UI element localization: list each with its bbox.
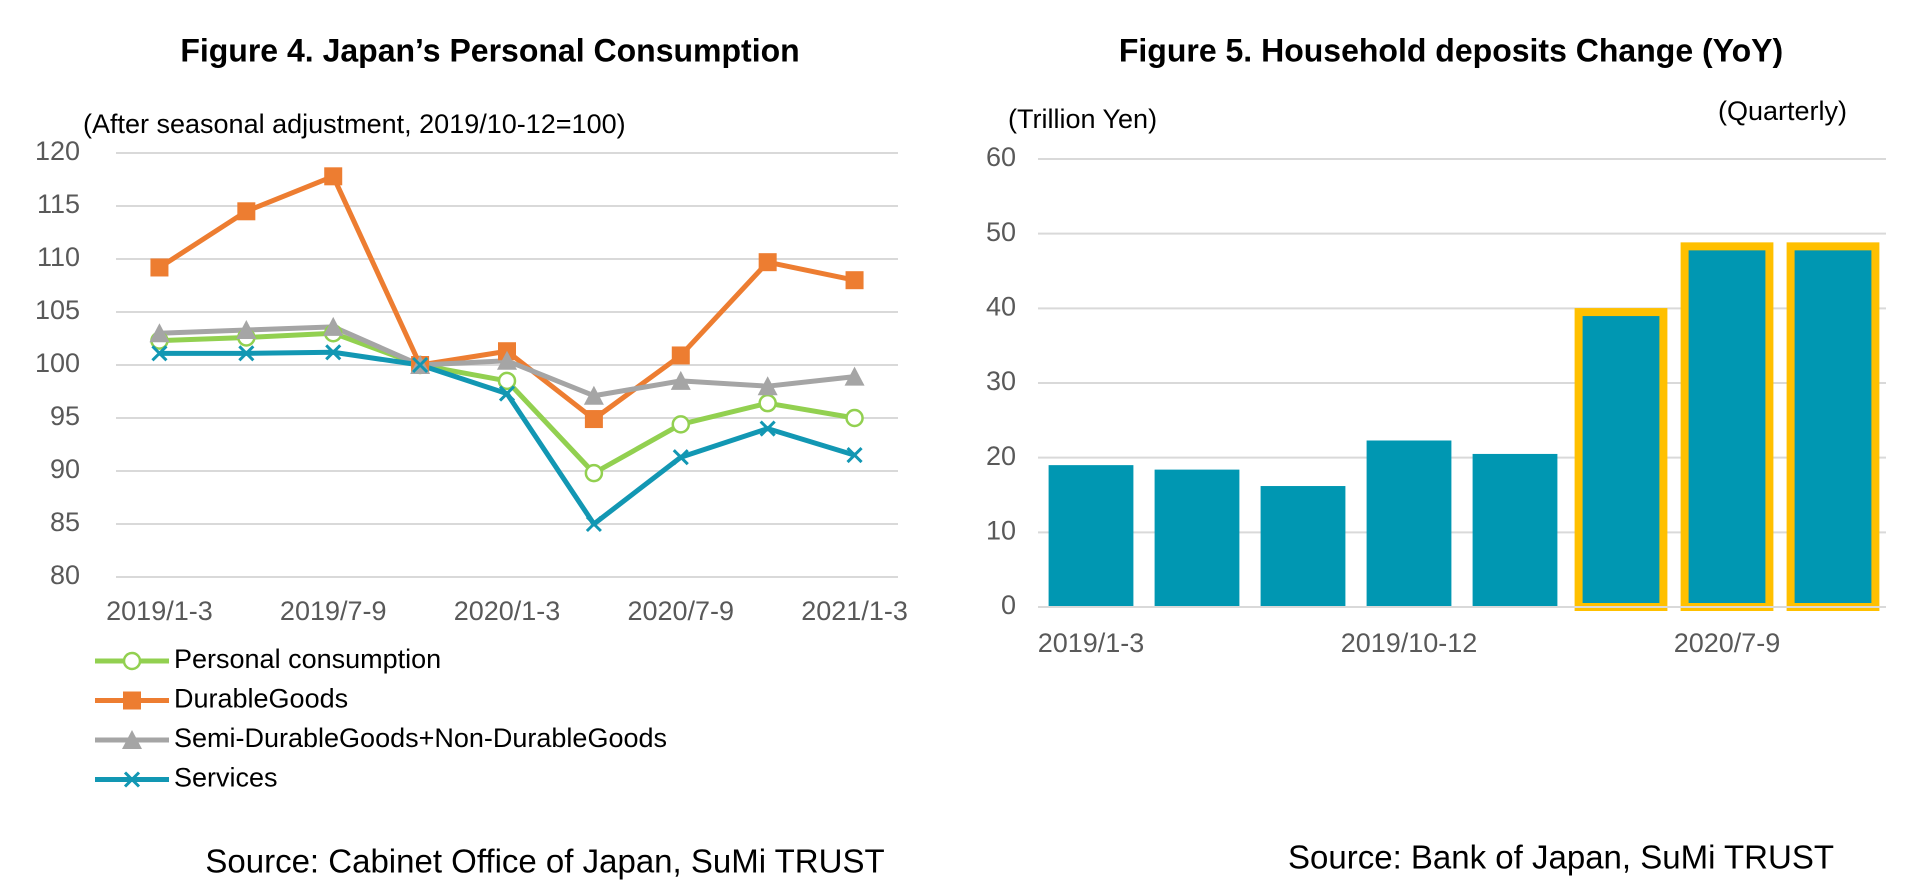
- y-tick-label: 120: [35, 136, 80, 166]
- marker: [584, 463, 604, 483]
- y-tick-label: 85: [50, 507, 80, 537]
- bar: [1472, 453, 1558, 607]
- x-tick-label: 2019/1-3: [1038, 628, 1145, 658]
- marker: [757, 376, 778, 396]
- x-tick-label: 2021/1-3: [801, 596, 908, 626]
- marker: [758, 253, 777, 272]
- subtitle: (After seasonal adjustment, 2019/10-12=1…: [83, 109, 626, 139]
- bar: [1786, 242, 1880, 612]
- marker: [672, 449, 689, 466]
- marker: [236, 320, 257, 340]
- bar: [1574, 308, 1668, 611]
- bar: [1366, 440, 1452, 607]
- chart-title: Figure 5. Household deposits Change (YoY…: [1119, 32, 1783, 68]
- marker: [412, 356, 429, 374]
- y-tick-label: 95: [50, 401, 80, 431]
- bar: [1048, 465, 1134, 607]
- marker: [238, 345, 255, 362]
- note: (Quarterly): [1718, 96, 1847, 126]
- marker: [323, 316, 344, 336]
- marker: [584, 410, 603, 429]
- y-tick-label: 80: [50, 560, 80, 590]
- x-tick-label: 2019/10-12: [1341, 628, 1478, 658]
- legend-marker: [122, 730, 142, 749]
- y-tick-label: 30: [986, 366, 1016, 396]
- marker: [497, 350, 517, 370]
- y-axis-label: (Trillion Yen): [1008, 104, 1157, 134]
- x-tick-label: 2020/7-9: [627, 596, 734, 626]
- y-tick-label: 20: [986, 441, 1016, 471]
- marker: [325, 344, 342, 361]
- marker: [758, 393, 777, 413]
- y-tick-label: 40: [986, 291, 1016, 321]
- legend-label: Services: [174, 763, 278, 793]
- marker: [583, 385, 604, 405]
- marker: [149, 323, 170, 343]
- marker: [844, 366, 865, 386]
- x-tick-label: 2020/1-3: [454, 596, 561, 626]
- x-tick-label: 2020/7-9: [1674, 628, 1781, 658]
- y-tick-label: 115: [37, 189, 80, 219]
- y-tick-label: 0: [1001, 590, 1016, 620]
- source: Source: Bank of Japan, SuMi TRUST: [1288, 839, 1834, 876]
- marker: [845, 271, 864, 290]
- x-tick-label: 2019/1-3: [106, 596, 213, 626]
- marker: [237, 202, 256, 221]
- marker: [670, 370, 691, 390]
- legend-marker: [122, 651, 142, 671]
- chart-title: Figure 4. Japan’s Personal Consumption: [180, 32, 799, 68]
- source: Source: Cabinet Office of Japan, SuMi TR…: [205, 843, 884, 880]
- bar: [1154, 469, 1240, 607]
- y-tick-label: 60: [986, 142, 1016, 172]
- marker: [585, 515, 602, 533]
- marker: [324, 167, 343, 186]
- marker: [498, 385, 516, 402]
- x-tick-label: 2019/7-9: [280, 596, 387, 626]
- y-tick-label: 105: [35, 295, 80, 325]
- y-tick-label: 10: [986, 515, 1016, 545]
- y-tick-label: 110: [37, 242, 80, 272]
- y-tick-label: 90: [50, 454, 80, 484]
- marker: [671, 415, 691, 434]
- marker: [671, 346, 690, 365]
- legend-marker: [123, 691, 141, 710]
- legend-label: DurableGoods: [174, 684, 348, 714]
- marker: [846, 447, 863, 464]
- bar: [1680, 242, 1774, 612]
- y-tick-label: 100: [35, 348, 80, 378]
- legend-label: Semi-DurableGoods+Non-DurableGoods: [174, 723, 667, 753]
- marker: [497, 371, 517, 391]
- legend-label: Personal consumption: [174, 644, 441, 674]
- legend-marker: [123, 771, 141, 788]
- y-tick-label: 50: [986, 217, 1016, 247]
- marker: [150, 258, 169, 277]
- bar: [1260, 486, 1346, 607]
- marker: [759, 420, 776, 437]
- marker: [845, 408, 864, 428]
- marker: [151, 345, 168, 362]
